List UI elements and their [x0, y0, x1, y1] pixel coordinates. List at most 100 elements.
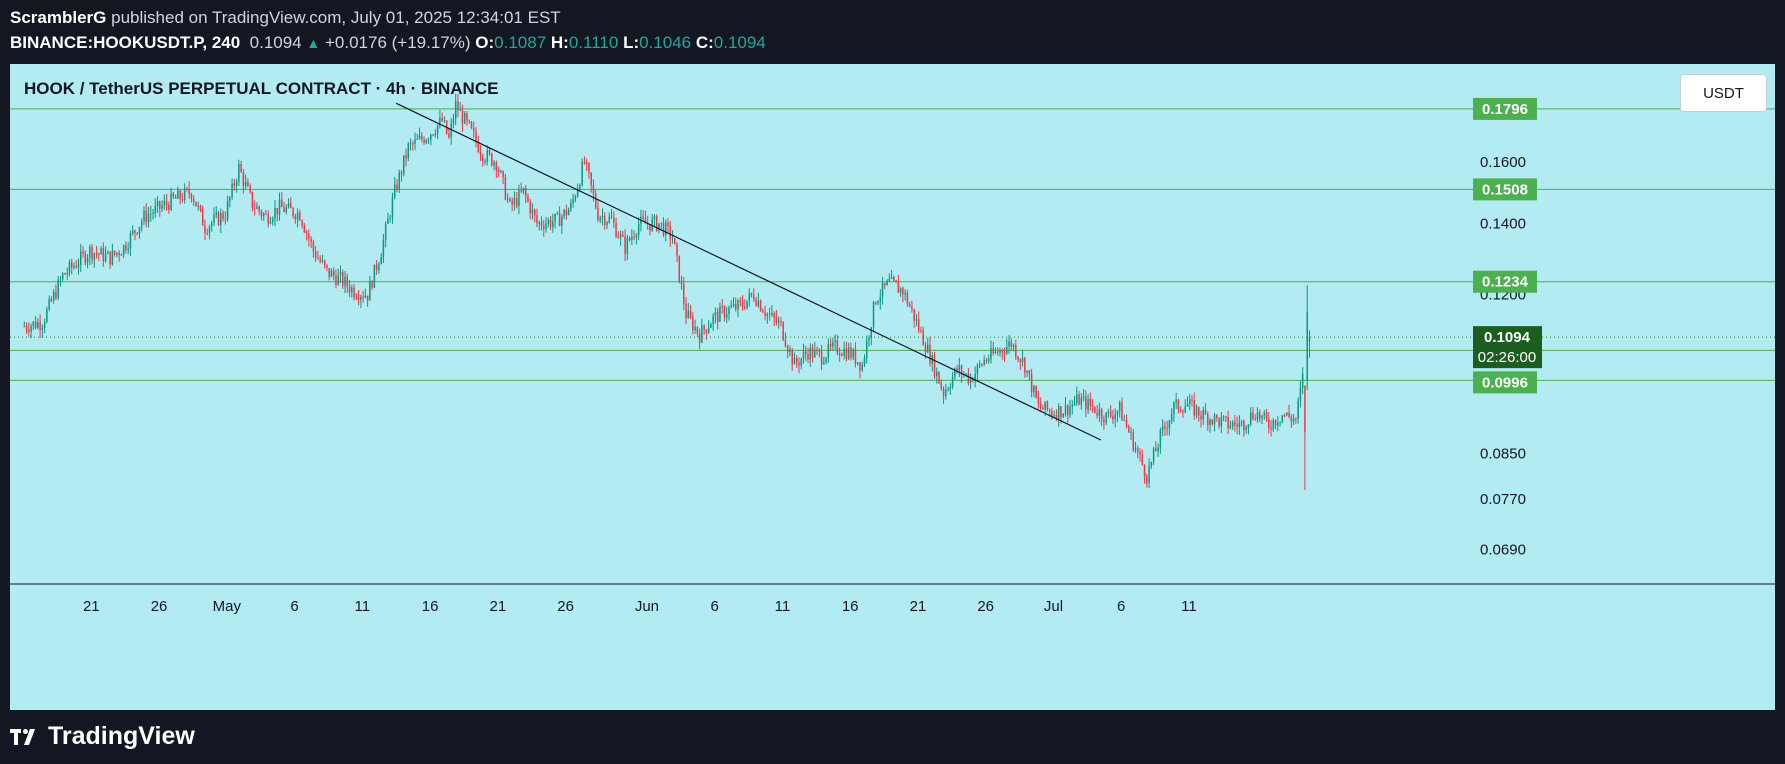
candle-body: [405, 155, 407, 159]
candle-body: [211, 222, 213, 227]
candle-body: [1026, 370, 1028, 373]
candle-body: [1146, 476, 1148, 484]
candle-body: [1225, 416, 1227, 418]
candle-body: [954, 368, 956, 378]
candle-body: [1265, 412, 1268, 419]
candle-body: [1308, 337, 1311, 342]
candle-body: [497, 170, 500, 172]
x-tick-label: May: [213, 598, 242, 615]
candle-body: [1010, 341, 1013, 347]
candle-body: [366, 295, 369, 301]
x-tick-label: 21: [490, 598, 507, 615]
candle-body: [195, 201, 197, 207]
candle-body: [109, 251, 111, 265]
candle-body: [764, 312, 766, 316]
candle-body: [1218, 417, 1220, 427]
candle-body: [1247, 424, 1250, 428]
candle-body: [777, 321, 780, 323]
candle-body: [739, 300, 742, 303]
candle-body: [755, 299, 757, 306]
candle-body: [592, 185, 595, 194]
candle-body: [554, 213, 556, 222]
candle-body: [152, 213, 154, 215]
candle-body: [897, 282, 900, 293]
candle-body: [276, 207, 279, 215]
candle-body: [701, 325, 703, 343]
candle-body: [836, 340, 839, 354]
candle-body: [131, 230, 134, 234]
candle-body: [1213, 414, 1216, 425]
candle-body: [222, 213, 224, 219]
candle-body: [61, 273, 64, 280]
candle-body: [1044, 401, 1046, 410]
candle-body: [355, 297, 358, 299]
candle-body: [678, 255, 681, 282]
candle-body: [271, 218, 274, 222]
level-label-bg: [1473, 97, 1537, 120]
candle-body: [233, 183, 236, 186]
candle-body: [1198, 406, 1200, 416]
candle-body: [981, 364, 983, 366]
candle-body: [138, 226, 141, 234]
candle-body: [992, 348, 994, 354]
candle-body: [147, 214, 150, 222]
candle-body: [856, 362, 859, 364]
price-chart[interactable]: 21 26 May 6 11 16 21 26 Jun 6 11 16 21 26 Jul 6 11 0.1600…: [10, 64, 1775, 710]
candle-body: [310, 239, 312, 242]
candle-body: [326, 264, 328, 268]
candle-body: [165, 201, 168, 205]
candle-body: [610, 216, 613, 219]
candle-body: [398, 172, 400, 190]
candle-body: [68, 262, 71, 274]
candle-body: [1270, 427, 1272, 430]
candle-body: [46, 309, 48, 323]
candle-body: [120, 254, 123, 256]
candle-body: [493, 162, 495, 166]
trendline-group[interactable]: [395, 102, 1102, 441]
candle-body: [606, 222, 608, 226]
candle-body: [199, 205, 202, 209]
candle-body: [1299, 387, 1302, 401]
candle-body: [319, 258, 321, 262]
candle-body: [1231, 422, 1234, 427]
candle-body: [299, 212, 301, 221]
candle-body: [965, 373, 967, 375]
candle-body: [994, 351, 997, 354]
candle-body: [448, 133, 450, 138]
currency-button[interactable]: USDT: [1680, 74, 1767, 112]
candle-body: [1103, 419, 1105, 423]
candle-body: [1096, 412, 1098, 416]
author-name[interactable]: ScramblerG: [10, 8, 107, 27]
candle-body: [1211, 419, 1214, 425]
candle-body: [615, 222, 617, 237]
candle-body: [1071, 404, 1074, 407]
candle-body: [841, 355, 843, 357]
candle-body: [814, 349, 816, 358]
footer-brand[interactable]: TradingView: [10, 722, 195, 751]
candle-body: [1037, 397, 1040, 404]
candle-body: [25, 326, 28, 330]
candle-body: [1148, 465, 1150, 484]
candle-body: [244, 182, 247, 186]
candle-body: [357, 298, 360, 301]
candle-body: [452, 119, 455, 124]
candle-body: [990, 348, 992, 360]
candle-body: [1220, 417, 1223, 427]
candle-body: [730, 306, 732, 308]
candle-body: [1170, 414, 1173, 421]
candle-body: [518, 190, 520, 207]
candle-body: [504, 177, 507, 200]
chart-area[interactable]: 21 26 May 6 11 16 21 26 Jun 6 11 16 21 26 Jul 6 11 0.1600…: [10, 64, 1775, 710]
candle-body: [163, 201, 166, 206]
candle-body: [369, 281, 371, 301]
candle-body: [513, 198, 516, 205]
trendline[interactable]: [395, 102, 1102, 441]
candle-body: [179, 190, 181, 199]
level-label: 0.1234: [1482, 274, 1529, 291]
candle-body: [1028, 370, 1031, 374]
candle-body: [409, 143, 412, 145]
candle-body: [1263, 412, 1266, 416]
candle-body: [57, 279, 59, 299]
candle-body: [473, 128, 475, 132]
candle-body: [915, 319, 918, 321]
